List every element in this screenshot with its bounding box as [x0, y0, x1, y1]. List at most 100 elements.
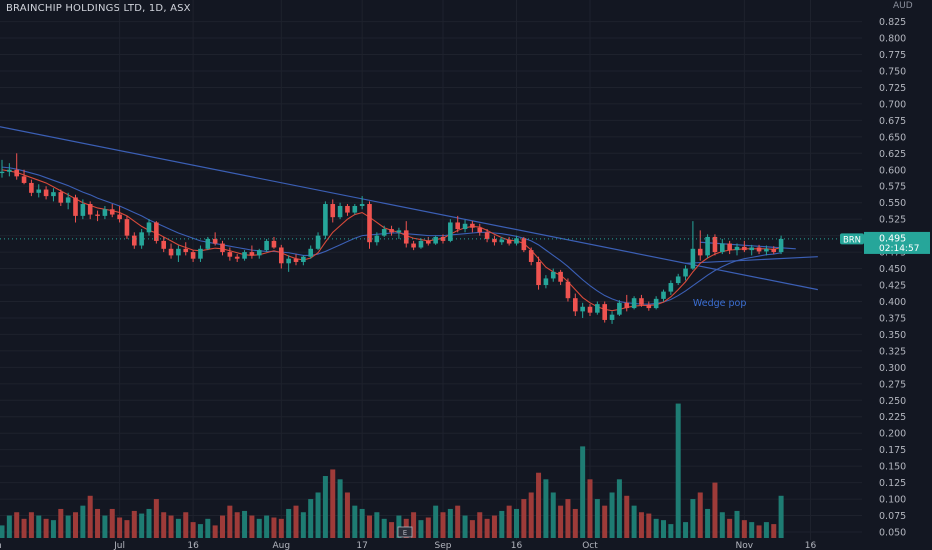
candle-body: [514, 238, 519, 244]
x-tick-label: Sep: [435, 541, 452, 550]
volume-bar: [697, 492, 703, 538]
candle-body: [639, 298, 644, 305]
time-axis[interactable]: Jun Jul 16 Aug 17 Sep 16 Oct Nov 16: [0, 541, 816, 550]
candle-body: [73, 197, 78, 216]
candle: [198, 245, 203, 262]
candle: [734, 243, 740, 256]
candle: [176, 245, 181, 262]
volume-bar: [749, 522, 755, 538]
candle-body: [609, 314, 615, 320]
volume-bar: [43, 518, 49, 538]
candle: [323, 201, 328, 239]
candle: [249, 245, 255, 259]
ma-short-line: [1, 169, 782, 312]
x-tick-label: Oct: [582, 541, 598, 550]
candle-body: [631, 298, 637, 309]
x-tick-label: Nov: [736, 541, 754, 550]
candle-body: [550, 271, 556, 279]
candle: [117, 205, 122, 223]
price-axis[interactable]: 0.825 0.800 0.775 0.750 0.725 0.700 0.675 0.650…: [879, 17, 906, 538]
candle-body: [249, 252, 255, 256]
volume-bar: [565, 499, 571, 538]
candle-body: [484, 232, 490, 239]
candle: [95, 210, 100, 222]
candle: [0, 159, 5, 178]
y-tick-label: 0.250: [879, 396, 906, 407]
volume-bar: [558, 505, 564, 538]
candle-body: [95, 214, 100, 216]
candle-body: [359, 204, 365, 206]
candle-body: [403, 230, 409, 244]
candle-body: [558, 271, 563, 282]
candle: [256, 248, 262, 259]
volume-bar: [352, 505, 358, 538]
y-tick-label: 0.200: [879, 429, 906, 440]
volume-bar: [609, 492, 615, 538]
volume-bar: [469, 520, 475, 538]
volume-bar: [440, 512, 446, 538]
x-tick-label: 16: [805, 541, 817, 550]
candle-body: [242, 252, 247, 259]
candle: [550, 268, 556, 282]
candle-body: [756, 247, 762, 252]
candle: [778, 235, 784, 255]
candle-body: [617, 302, 622, 315]
volume-bar: [161, 512, 167, 538]
candle: [301, 255, 306, 266]
volume-bar: [631, 505, 637, 538]
volume-bar: [220, 515, 225, 538]
candle: [411, 240, 416, 251]
volume-bar: [389, 522, 395, 538]
volume-bar: [95, 508, 101, 538]
volume-bar: [690, 499, 696, 538]
candle: [484, 229, 490, 243]
candle: [448, 219, 453, 243]
candle: [764, 245, 769, 256]
candle: [124, 215, 130, 239]
trendline: [0, 126, 818, 291]
candle-body: [198, 248, 203, 259]
volume-bar: [734, 510, 740, 538]
trendline: [685, 256, 818, 264]
candle-body: [124, 219, 130, 236]
candle-body: [573, 298, 578, 312]
candle-body: [675, 276, 681, 284]
candle-body: [227, 252, 233, 257]
y-tick-label: 0.150: [879, 462, 906, 473]
y-tick-label: 0.675: [879, 116, 906, 127]
volume-bar: [381, 518, 387, 538]
candle-body: [14, 169, 19, 177]
candle: [359, 196, 365, 210]
x-tick-label: Jun: [0, 541, 2, 550]
candle-body: [352, 205, 358, 213]
candle-body: [720, 243, 725, 253]
y-tick-label: 0.125: [879, 478, 906, 489]
volume-bar: [330, 469, 336, 538]
volume-bar: [168, 515, 174, 538]
candle: [315, 232, 321, 251]
candle: [455, 215, 460, 233]
candle-body: [521, 238, 527, 251]
candle-body: [301, 256, 306, 262]
candle-body: [168, 248, 174, 256]
volume-bar: [80, 505, 86, 538]
candle: [418, 238, 424, 249]
candle-body: [668, 283, 674, 292]
candle: [595, 301, 600, 315]
y-tick-label: 0.225: [879, 412, 906, 423]
volume-bar: [411, 512, 417, 538]
candle-body: [220, 243, 225, 253]
candle-body: [154, 222, 159, 241]
candle: [227, 247, 233, 261]
scroll-marker-icon[interactable]: E: [397, 526, 413, 538]
x-tick-label: Aug: [273, 541, 291, 550]
y-tick-label: 0.825: [879, 17, 906, 28]
volume-bar: [271, 517, 277, 538]
volume-bar: [705, 508, 711, 538]
candle-body: [389, 229, 394, 233]
volume-bar: [374, 512, 380, 538]
candle-body: [396, 230, 402, 233]
candle-body: [749, 247, 754, 251]
